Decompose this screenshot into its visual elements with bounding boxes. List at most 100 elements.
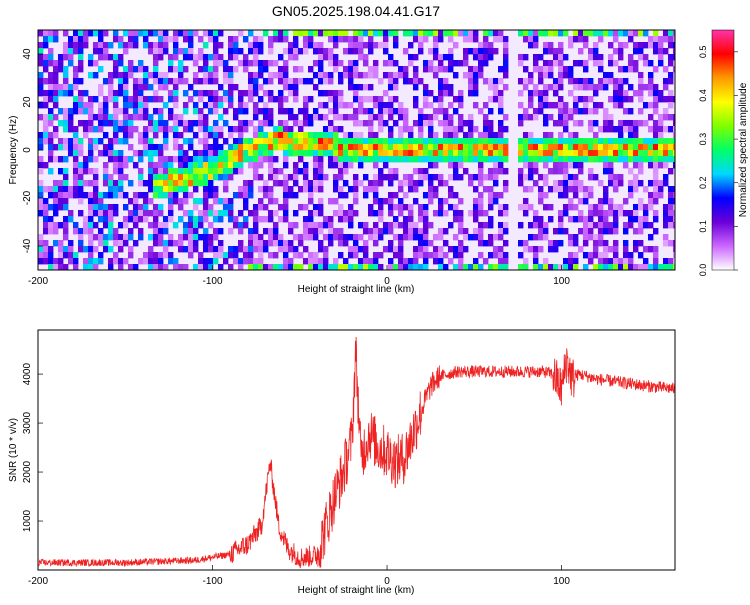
spectrogram-cell [608, 120, 614, 127]
spectrogram-cell [128, 246, 134, 253]
spectrogram-cell [368, 108, 374, 115]
snr-x-tick-label: 0 [384, 576, 390, 587]
spectrogram-cell [473, 174, 479, 181]
spectrogram-cell [478, 228, 484, 235]
spectrogram-cell [663, 126, 669, 133]
spectrogram-cell [358, 120, 364, 127]
spectrogram-cell [173, 48, 179, 55]
spectrogram-cell [193, 234, 199, 241]
spectrogram-cell [233, 192, 239, 199]
spectrogram-cell [448, 60, 454, 67]
spectrogram-cell [108, 246, 114, 253]
spectrogram-cell [423, 102, 429, 109]
spectrogram-cell [348, 162, 354, 169]
spectrogram-cell [398, 222, 404, 229]
spectrogram-cell [493, 198, 499, 205]
spectrogram-cell [88, 252, 94, 259]
spectrogram-cell [78, 150, 84, 157]
spectrogram-cell [48, 36, 54, 43]
spectrogram-cell [233, 252, 239, 259]
spectrogram-cell [628, 252, 634, 259]
spectrogram-cell [583, 138, 589, 145]
spectrogram-cell [58, 186, 64, 193]
spectrogram-cell [393, 234, 399, 241]
spectrogram-cell [648, 144, 654, 151]
spectrogram-cell [473, 150, 479, 157]
spectrogram-cell [218, 84, 224, 91]
spectrogram-cell [248, 72, 254, 79]
spectrogram-cell [203, 258, 209, 265]
spectrogram-cell [393, 36, 399, 43]
spectrogram-cell [368, 48, 374, 55]
spectrogram-cell [398, 102, 404, 109]
spectrogram-cell [573, 102, 579, 109]
spectrogram-cell [153, 78, 159, 85]
spectrogram-cell [578, 162, 584, 169]
spectrogram-cell [103, 42, 109, 49]
spectrogram-cell [318, 138, 324, 145]
spectrogram-cell [203, 264, 209, 270]
spectrogram-cell [468, 156, 474, 163]
spectrogram-cell [173, 54, 179, 61]
spectrogram-cell [393, 72, 399, 79]
spectrogram-cell [58, 180, 64, 187]
spectrogram-cell [393, 156, 399, 163]
spectrogram-cell [493, 168, 499, 175]
spectrogram-cell [368, 138, 374, 145]
spectrogram-cell [158, 150, 164, 157]
spectrogram-cell [328, 126, 334, 133]
spectrogram-cell [528, 138, 534, 145]
spectrogram-cell [43, 240, 49, 247]
spectrogram-cell [628, 258, 634, 265]
spectrogram-cell [168, 210, 174, 217]
spectrogram-cell [338, 186, 344, 193]
spectrogram-cell [63, 120, 69, 127]
spectrogram-cell [348, 72, 354, 79]
spectrogram-cell [423, 246, 429, 253]
spectrogram-cell [288, 240, 294, 247]
spectrogram-cell [558, 54, 564, 61]
spectrogram-cell [543, 114, 549, 121]
spectrogram-cell [493, 264, 499, 270]
spectrogram-cell [168, 180, 174, 187]
spectrogram-cell [53, 156, 59, 163]
spectrogram-cell [648, 246, 654, 253]
spectrogram-cell [218, 102, 224, 109]
spectrogram-cell [563, 162, 569, 169]
spectrogram-cell [403, 78, 409, 85]
spectrogram-cell [433, 258, 439, 265]
spectrogram-cell [228, 66, 234, 73]
spectrogram-cell [588, 222, 594, 229]
spectrogram-cell [158, 204, 164, 211]
spectrogram-cell [48, 204, 54, 211]
spectrogram-cell [178, 72, 184, 79]
spectrogram-cell [103, 180, 109, 187]
spectrogram-cell [568, 252, 574, 259]
spectrogram-cell [518, 138, 524, 145]
spectrogram-cell [388, 180, 394, 187]
spectrogram-cell [588, 150, 594, 157]
spectrogram-cell [213, 234, 219, 241]
spectrogram-cell [558, 48, 564, 55]
spectrogram-cell [403, 228, 409, 235]
spectrogram-cell [668, 240, 674, 247]
spectrogram-cell [563, 258, 569, 265]
spectrogram-cell [178, 186, 184, 193]
spectrogram-cell [203, 138, 209, 145]
spectrogram-cell [178, 60, 184, 67]
spectrogram-cell [408, 144, 414, 151]
spectrogram-cell [313, 42, 319, 49]
spectrogram-cell [658, 150, 664, 157]
spectrogram-cell [298, 186, 304, 193]
spectrogram-cell [618, 138, 624, 145]
spectrogram-cell [118, 168, 124, 175]
spectrogram-cell [273, 156, 279, 163]
spectrogram-cell [578, 156, 584, 163]
spectrogram-cell [183, 180, 189, 187]
colorbar-tick-label: 0.2 [698, 176, 708, 189]
spectrogram-cell [93, 168, 99, 175]
spectrogram-cell [643, 150, 649, 157]
spectrogram-cell [173, 96, 179, 103]
spectrogram-cell [148, 150, 154, 157]
spectrogram-cell [143, 114, 149, 121]
